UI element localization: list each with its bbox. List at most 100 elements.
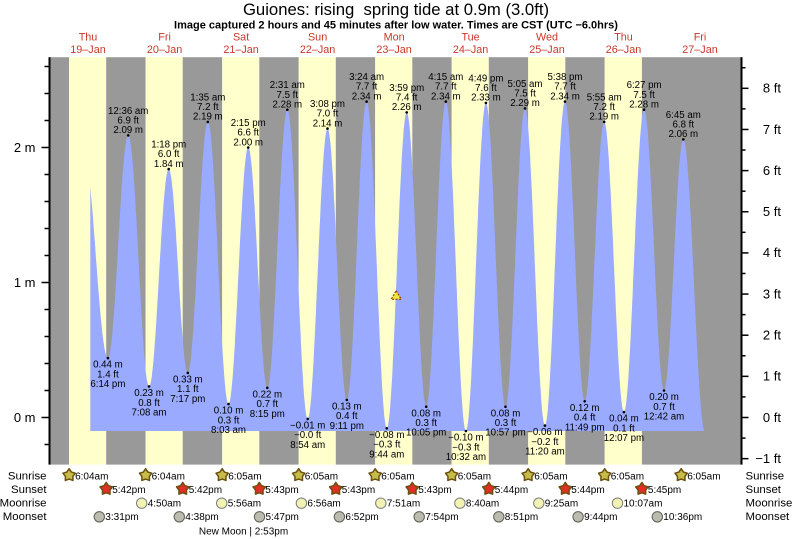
svg-text:2.29 m: 2.29 m xyxy=(510,98,540,109)
svg-text:8:54 am: 8:54 am xyxy=(290,440,325,451)
svg-text:7.5 ft: 7.5 ft xyxy=(277,90,299,101)
svg-text:2.33 m: 2.33 m xyxy=(471,93,501,104)
svg-text:6.9 ft: 6.9 ft xyxy=(117,116,139,127)
svg-text:3:59 pm: 3:59 pm xyxy=(389,83,424,94)
svg-text:−1 ft: −1 ft xyxy=(755,451,781,466)
svg-text:5:43pm: 5:43pm xyxy=(418,485,451,496)
svg-text:3 ft: 3 ft xyxy=(763,286,781,301)
svg-text:0.20 m: 0.20 m xyxy=(649,392,679,403)
svg-text:−0.06 m: −0.06 m xyxy=(527,427,562,438)
svg-text:−0.10 m: −0.10 m xyxy=(448,433,483,444)
svg-text:1 ft: 1 ft xyxy=(763,369,781,384)
svg-text:Tue: Tue xyxy=(461,32,479,44)
svg-text:0 ft: 0 ft xyxy=(763,410,781,425)
svg-text:Moonrise: Moonrise xyxy=(0,498,47,510)
svg-text:5 ft: 5 ft xyxy=(763,204,781,219)
svg-text:New Moon | 2:53pm: New Moon | 2:53pm xyxy=(199,526,288,537)
svg-text:6:05am: 6:05am xyxy=(381,471,414,482)
svg-text:Moonrise: Moonrise xyxy=(746,498,793,510)
svg-text:0.08 m: 0.08 m xyxy=(491,408,521,419)
svg-text:6:05am: 6:05am xyxy=(534,471,567,482)
svg-text:2:15 pm: 2:15 pm xyxy=(231,118,266,129)
svg-text:Sunset: Sunset xyxy=(11,484,47,496)
svg-text:Sunrise: Sunrise xyxy=(8,470,47,482)
svg-text:6:05am: 6:05am xyxy=(228,471,261,482)
svg-text:2 ft: 2 ft xyxy=(763,328,781,343)
svg-text:0.08 m: 0.08 m xyxy=(411,408,441,419)
svg-text:7.4 ft: 7.4 ft xyxy=(396,93,418,104)
svg-text:0.10 m: 0.10 m xyxy=(214,406,244,417)
svg-text:7:54pm: 7:54pm xyxy=(425,512,458,523)
svg-text:4 ft: 4 ft xyxy=(763,245,781,260)
svg-text:1.84 m: 1.84 m xyxy=(154,159,184,170)
svg-text:6:56am: 6:56am xyxy=(307,499,340,510)
svg-text:3:24 am: 3:24 am xyxy=(349,72,384,83)
svg-text:7:08 am: 7:08 am xyxy=(131,407,166,418)
svg-text:6:05am: 6:05am xyxy=(687,471,720,482)
svg-text:5:38 pm: 5:38 pm xyxy=(547,72,582,83)
svg-text:Mon: Mon xyxy=(384,32,405,44)
svg-text:2:31 am: 2:31 am xyxy=(270,80,305,91)
svg-text:6:05am: 6:05am xyxy=(458,471,491,482)
svg-text:4:50am: 4:50am xyxy=(148,499,181,510)
svg-text:1.4 ft: 1.4 ft xyxy=(97,369,119,380)
svg-text:8:40am: 8:40am xyxy=(466,499,499,510)
svg-text:2.34 m: 2.34 m xyxy=(352,91,382,102)
svg-text:12:07 pm: 12:07 pm xyxy=(604,433,644,444)
svg-text:0.3 ft: 0.3 ft xyxy=(495,418,517,429)
svg-text:11:49 pm: 11:49 pm xyxy=(565,422,605,433)
svg-text:0.04 m: 0.04 m xyxy=(609,414,639,425)
svg-text:7.2 ft: 7.2 ft xyxy=(197,102,219,113)
svg-text:9:44 am: 9:44 am xyxy=(369,449,404,460)
svg-text:0.4 ft: 0.4 ft xyxy=(336,411,358,422)
svg-text:0.33 m: 0.33 m xyxy=(173,375,203,386)
svg-text:−0.01 m: −0.01 m xyxy=(290,421,325,432)
svg-text:19–Jan: 19–Jan xyxy=(70,44,105,56)
svg-text:11:20 am: 11:20 am xyxy=(525,447,565,458)
svg-text:7.5 ft: 7.5 ft xyxy=(514,89,536,100)
svg-text:8:51pm: 8:51pm xyxy=(505,512,538,523)
svg-text:0.7 ft: 0.7 ft xyxy=(653,402,675,413)
svg-text:5:43pm: 5:43pm xyxy=(265,485,298,496)
svg-text:Thu: Thu xyxy=(79,32,98,44)
svg-text:5:47pm: 5:47pm xyxy=(266,512,299,523)
svg-text:0.12 m: 0.12 m xyxy=(570,403,600,414)
svg-text:0.13 m: 0.13 m xyxy=(332,402,362,413)
svg-text:26–Jan: 26–Jan xyxy=(606,44,641,56)
svg-text:2.34 m: 2.34 m xyxy=(431,91,461,102)
svg-text:−0.3 ft: −0.3 ft xyxy=(452,442,480,453)
svg-text:6 ft: 6 ft xyxy=(763,163,781,178)
svg-text:12:36 am: 12:36 am xyxy=(108,106,148,117)
svg-text:2.26 m: 2.26 m xyxy=(392,102,422,113)
svg-text:Sat: Sat xyxy=(233,32,249,44)
svg-text:5:05 am: 5:05 am xyxy=(507,79,542,90)
svg-text:−0.3 ft: −0.3 ft xyxy=(373,440,401,451)
svg-text:7.7 ft: 7.7 ft xyxy=(554,82,576,93)
svg-text:5:44pm: 5:44pm xyxy=(495,485,528,496)
svg-text:2.09 m: 2.09 m xyxy=(113,125,143,136)
svg-text:2.14 m: 2.14 m xyxy=(313,118,343,129)
svg-text:4:38pm: 4:38pm xyxy=(185,512,218,523)
svg-text:Moonset: Moonset xyxy=(746,511,791,523)
svg-text:5:56am: 5:56am xyxy=(228,499,261,510)
svg-text:8 ft: 8 ft xyxy=(763,81,781,96)
svg-text:0.1 ft: 0.1 ft xyxy=(613,423,635,434)
svg-text:2.28 m: 2.28 m xyxy=(272,100,302,111)
svg-text:12:42 am: 12:42 am xyxy=(644,412,684,423)
svg-text:1 m: 1 m xyxy=(14,275,36,290)
svg-text:10:32 am: 10:32 am xyxy=(446,452,486,463)
svg-text:2.34 m: 2.34 m xyxy=(550,91,580,102)
svg-text:Sunrise: Sunrise xyxy=(746,470,785,482)
svg-text:3:08 pm: 3:08 pm xyxy=(310,99,345,110)
svg-text:27–Jan: 27–Jan xyxy=(682,44,717,56)
svg-text:−0.0 ft: −0.0 ft xyxy=(294,430,322,441)
svg-text:8:15 pm: 8:15 pm xyxy=(250,409,285,420)
svg-text:4:15 am: 4:15 am xyxy=(428,72,463,83)
svg-text:2.19 m: 2.19 m xyxy=(589,112,619,123)
svg-text:6:52pm: 6:52pm xyxy=(345,512,378,523)
svg-text:24–Jan: 24–Jan xyxy=(453,44,488,56)
svg-text:0.22 m: 0.22 m xyxy=(252,389,282,400)
svg-text:6:04am: 6:04am xyxy=(152,471,185,482)
svg-text:10:07am: 10:07am xyxy=(624,499,663,510)
svg-text:2 m: 2 m xyxy=(14,140,36,155)
